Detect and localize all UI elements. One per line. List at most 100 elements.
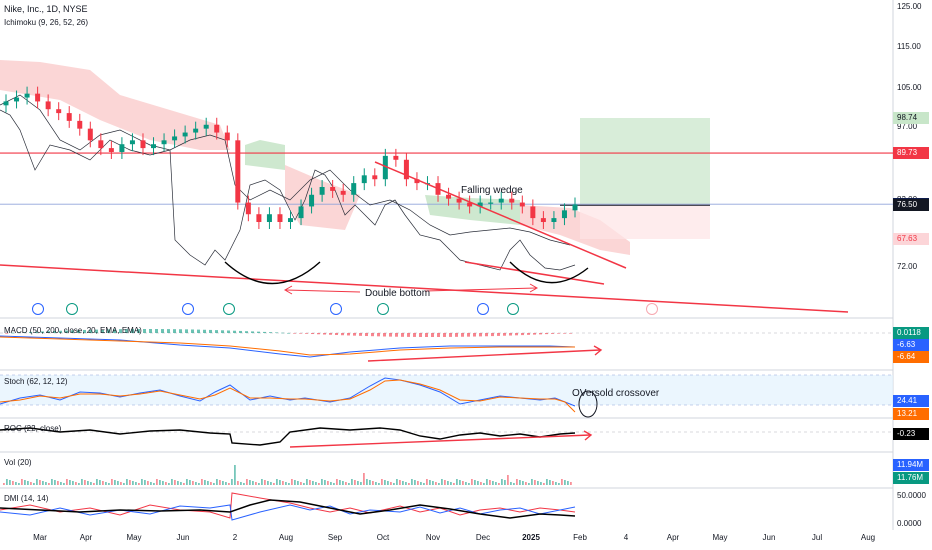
volume-bar <box>354 480 356 485</box>
volume-bar <box>132 481 134 485</box>
volume-bar <box>237 481 239 485</box>
volume-bar <box>564 480 566 485</box>
volume-bar <box>303 483 305 485</box>
macd-histogram-bar <box>47 331 50 333</box>
volume-bar <box>240 482 242 485</box>
macd-histogram-bar <box>227 330 230 333</box>
volume-bar <box>99 480 101 485</box>
volume-bar <box>141 479 143 485</box>
macd-histogram-bar <box>95 329 98 333</box>
candle-body <box>519 202 525 207</box>
volume-badge: 11.94M <box>893 459 929 471</box>
volume-bar <box>339 480 341 485</box>
volume-bar <box>345 482 347 485</box>
volume-bar <box>450 482 452 485</box>
volume-bar <box>3 483 5 485</box>
time-axis-tick: Jul <box>811 533 823 542</box>
candle-body <box>498 198 504 203</box>
macd-histogram-bar <box>359 333 362 336</box>
macd-histogram-bar <box>455 333 458 337</box>
volume-bar <box>111 479 113 485</box>
volume-bar <box>372 481 374 485</box>
volume-bar <box>192 481 194 485</box>
ichimoku-baseline <box>0 94 571 246</box>
volume-bar <box>504 480 506 485</box>
stoch-badge: 24.41 <box>893 395 929 407</box>
volume-bar <box>210 482 212 485</box>
volume-bar <box>561 479 563 485</box>
volume-bar <box>189 480 191 485</box>
volume-bar <box>366 479 368 485</box>
volume-bar <box>9 480 11 485</box>
event-marker <box>477 303 489 315</box>
volume-bar <box>357 481 359 485</box>
volume-bar <box>198 483 200 485</box>
candle-body <box>266 214 272 223</box>
candle-body <box>382 155 388 180</box>
volume-bar <box>459 480 461 485</box>
volume-bar <box>369 480 371 485</box>
candle-body <box>414 179 420 184</box>
ichimoku-cloud-bearish <box>0 60 230 150</box>
macd-histogram-bar <box>53 330 56 333</box>
volume-bar <box>234 465 236 485</box>
volume-bar <box>312 481 314 485</box>
target-zone <box>580 118 710 205</box>
macd-histogram-bar <box>365 333 368 337</box>
macd-histogram-bar <box>545 333 548 335</box>
time-axis-tick: 4 <box>623 533 629 542</box>
macd-histogram-bar <box>467 333 470 337</box>
volume-bar <box>471 479 473 485</box>
macd-histogram-bar <box>383 333 386 337</box>
candle-body <box>56 109 62 114</box>
macd-histogram-bar <box>323 333 326 335</box>
volume-bar <box>342 481 344 485</box>
macd-histogram-bar <box>293 333 296 334</box>
volume-bar <box>90 482 92 485</box>
volume-bar <box>444 480 446 485</box>
volume-bar <box>270 482 272 485</box>
macd-histogram-bar <box>35 331 38 333</box>
volume-bar <box>51 479 53 485</box>
macd-histogram-bar <box>563 333 566 334</box>
time-axis-tick: Jun <box>762 533 776 542</box>
candle-body <box>288 218 293 223</box>
volume-bar <box>123 483 125 485</box>
candle-body <box>351 183 357 195</box>
volume-bar <box>66 479 68 485</box>
wedge-lower-line <box>464 261 605 285</box>
volume-bar <box>33 483 35 485</box>
volume-bar <box>108 483 110 485</box>
volume-bar <box>540 482 542 485</box>
macd-histogram-bar <box>143 329 146 333</box>
macd-histogram-bar <box>197 329 200 333</box>
macd-histogram-bar <box>113 329 116 333</box>
volume-bar <box>186 479 188 485</box>
stoch-label: Stoch (62, 12, 12) <box>4 377 68 386</box>
volume-bar <box>120 482 122 485</box>
candle-body <box>172 136 178 141</box>
time-axis-tick: Dec <box>475 533 491 542</box>
macd-histogram-bar <box>521 333 524 336</box>
candle-body <box>35 93 41 102</box>
volume-bar <box>249 480 251 485</box>
macd-histogram-bar <box>377 333 380 337</box>
price-tick: 97.00 <box>897 122 918 131</box>
oversold-annotation: OVersold crossover <box>572 388 660 399</box>
candle-body <box>87 128 93 141</box>
volume-bar <box>183 483 185 485</box>
volume-bar <box>501 479 503 485</box>
volume-bar <box>294 480 296 485</box>
volume-bar <box>552 481 554 485</box>
volume-bar <box>315 482 317 485</box>
candle-body <box>561 210 567 219</box>
event-marker <box>377 303 389 315</box>
volume-bar <box>486 479 488 485</box>
volume-bar <box>417 481 419 485</box>
candle-body <box>66 113 72 121</box>
roc-label: ROC (22, close) <box>4 424 62 433</box>
volume-bar <box>135 482 137 485</box>
price-badge: 98.74 <box>893 112 929 124</box>
macd-histogram-bar <box>539 333 542 335</box>
